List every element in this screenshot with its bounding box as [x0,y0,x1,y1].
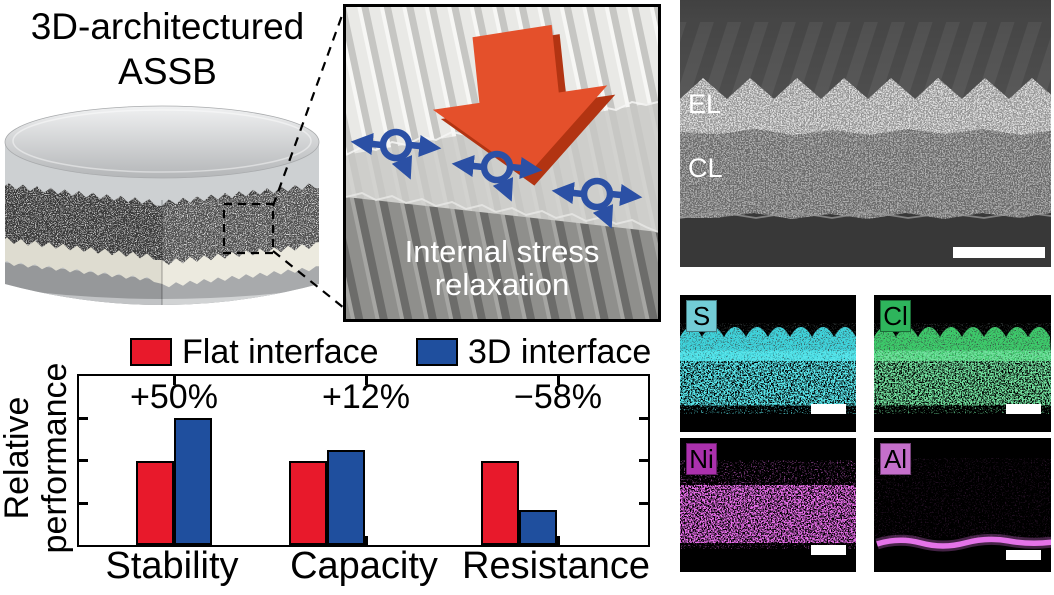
y-tick [79,502,88,505]
eds-label-ni: Ni [686,443,717,475]
y-tick [639,417,648,420]
stress-arrow-icon [432,24,616,186]
bar-flat-resistance [481,460,519,545]
eds-map-cl: Cl [874,295,1051,432]
stress-relaxation-inset: Internal stress relaxation [343,4,661,322]
x-tick [365,376,368,385]
inset-caption-line1: Internal stress [404,234,600,269]
plot-area: +50% +12% −58% [77,374,650,547]
y-axis-label-line2: performance [36,362,74,554]
annotation-resistance: −58% [514,378,602,416]
eds-element-cl: Cl [883,300,908,331]
y-axis-label: Relative performance [0,308,74,595]
eds-element-s: S [692,300,711,331]
sem-label-cl: CL [688,153,723,183]
eds-label-s: S [686,300,717,332]
scale-bar [811,545,846,555]
x-tick [557,376,560,385]
x-tick [173,376,176,385]
inset-caption: Internal stress relaxation [346,235,658,301]
eds-label-al: Al [880,443,911,475]
eds-map-s-render [680,325,856,413]
scale-bar [1006,404,1041,414]
eds-map-al: Al [874,438,1054,572]
annotation-capacity: +12% [322,378,410,416]
scale-bar [953,247,1045,258]
y-tick [639,502,648,505]
title-line1: 3D-architectured [30,6,305,47]
panel-title: 3D-architectured ASSB [0,4,335,94]
legend-swatch-flat [130,338,172,366]
eds-element-al: Al [883,443,908,474]
ion-mobility-icons [350,128,643,229]
bar-3d-stability [174,418,212,545]
legend-swatch-3d [416,338,458,366]
x-tick [557,536,560,545]
y-tick [79,459,88,462]
bar-flat-stability [136,460,174,545]
eds-map-ni: Ni [680,438,856,572]
annotation-stability: +50% [130,378,218,416]
sem-label-el: EL [688,89,722,119]
x-label-stability: Stability [105,545,239,587]
scale-bar [811,404,846,414]
x-label-capacity: Capacity [290,545,438,587]
bar-flat-capacity [289,460,327,545]
sem-image-render [679,0,1054,267]
legend-label-3d: 3D interface [468,333,652,371]
ion-icon [350,128,442,180]
bar-3d-capacity [327,450,365,545]
sem-cross-section-image: EL CL [679,0,1054,267]
assb-cylinder-illustration [4,105,320,305]
stress-relaxation-illustration [346,7,658,319]
eds-map-cl-render [874,325,1051,413]
legend-label-flat: Flat interface [182,333,379,371]
eds-label-cl: Cl [880,300,911,332]
title-line2: ASSB [118,51,217,92]
x-tick [365,536,368,545]
bar-3d-resistance [519,509,557,545]
ridged-layer-bottom [346,197,658,319]
y-tick [79,417,88,420]
eds-element-ni: Ni [689,443,714,474]
x-label-resistance: Resistance [462,545,650,587]
ion-icon [451,150,543,202]
y-tick [639,459,648,462]
inset-caption-line2: relaxation [434,267,570,302]
eds-map-s: S [680,295,856,432]
ion-icon [551,177,643,229]
y-axis-label-line1: Relative [0,396,36,520]
scale-bar [1006,550,1041,560]
